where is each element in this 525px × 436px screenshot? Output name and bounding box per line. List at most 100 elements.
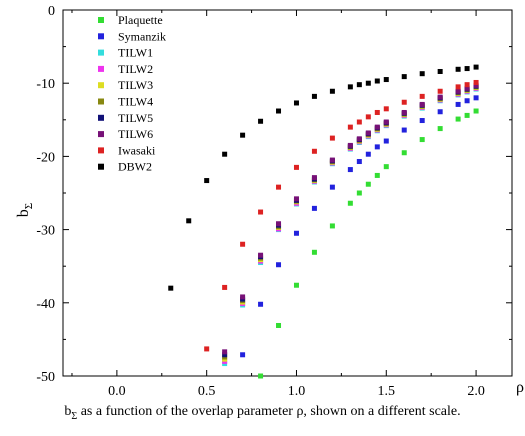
legend-label: Symanzik: [118, 29, 166, 43]
data-point: [311, 93, 317, 99]
data-point: [383, 164, 389, 170]
data-point: [240, 294, 246, 300]
data-point: [365, 151, 371, 157]
data-point: [240, 132, 246, 138]
data-point: [311, 205, 317, 211]
legend-label: TILW6: [118, 127, 153, 141]
data-point: [365, 80, 371, 86]
legend-label: TILW1: [118, 46, 153, 60]
data-point: [383, 106, 389, 112]
data-point: [383, 119, 389, 125]
legend-marker: [98, 82, 104, 89]
legend: Plaquette Symanzik TILW1 TILW2 TILW3 TILW4 TIL…: [98, 13, 166, 174]
x-tick-label: 2.0: [467, 384, 485, 399]
data-point: [204, 346, 210, 352]
y-axis-title-main: b: [15, 209, 32, 217]
figure-caption: bΣ as a function of the overlap paramete…: [0, 404, 525, 422]
data-point: [464, 112, 470, 118]
data-point: [329, 157, 335, 163]
legend-marker: [98, 33, 104, 40]
data-point: [168, 285, 174, 291]
data-point: [437, 68, 443, 74]
data-point: [293, 230, 299, 236]
data-point: [258, 373, 264, 379]
legend-label: TILW3: [118, 78, 153, 92]
data-point: [455, 116, 461, 122]
x-tick-label: 0.5: [198, 384, 216, 399]
tick-labels: 0.0 0.5 1.0 1.5 2.0 0 -10 -20 -30 -40 -50: [36, 4, 485, 399]
data-point: [473, 64, 479, 70]
data-point: [401, 150, 407, 156]
legend-marker: [98, 131, 104, 138]
data-point: [419, 118, 425, 124]
data-point: [455, 66, 461, 72]
data-point: [311, 148, 317, 154]
data-point: [347, 124, 353, 130]
legend-marker: [98, 163, 104, 170]
data-point: [329, 184, 335, 190]
legend-label: TILW5: [118, 111, 153, 125]
data-point: [473, 95, 479, 101]
data-point: [222, 352, 228, 358]
series-iwasaki: [204, 79, 479, 352]
data-point: [258, 118, 264, 124]
data-point: [293, 282, 299, 288]
series-dbw2: [168, 64, 479, 291]
data-point: [356, 136, 362, 142]
legend-label: Plaquette: [118, 13, 163, 27]
data-point: [374, 78, 380, 84]
data-point: [276, 221, 282, 227]
data-point: [240, 241, 246, 247]
data-point: [222, 284, 228, 290]
data-point: [258, 209, 264, 215]
caption-symbol-sub: Σ: [71, 410, 78, 422]
data-point: [401, 127, 407, 133]
legend-marker: [98, 17, 104, 23]
data-point: [329, 223, 335, 229]
data-point: [401, 109, 407, 115]
data-point: [437, 109, 443, 115]
legend-label: Iwasaki: [118, 143, 156, 157]
data-point: [347, 142, 353, 148]
legend-label: TILW4: [118, 95, 153, 109]
x-tick-label: 1.0: [288, 384, 306, 399]
data-point: [383, 77, 389, 83]
data-point: [419, 137, 425, 143]
y-tick-label: -20: [36, 150, 55, 165]
caption-symbol: b: [64, 404, 72, 419]
data-point: [347, 167, 353, 173]
data-point: [356, 190, 362, 196]
data-point: [437, 94, 443, 100]
data-point: [293, 196, 299, 202]
data-point: [419, 93, 425, 99]
data-point: [473, 79, 479, 85]
data-point: [204, 178, 210, 184]
data-point: [455, 84, 461, 90]
data-point: [276, 184, 282, 190]
data-point: [356, 159, 362, 165]
data-point: [311, 175, 317, 181]
legend-marker: [98, 49, 104, 56]
data-point: [437, 126, 443, 132]
data-point: [293, 100, 299, 106]
data-point: [464, 85, 470, 91]
data-point: [293, 164, 299, 170]
data-point: [374, 144, 380, 150]
data-point: [419, 71, 425, 77]
data-point: [365, 114, 371, 120]
data-point: [437, 88, 443, 94]
data-point: [258, 301, 264, 307]
y-axis-title: bΣ: [15, 203, 35, 217]
legend-marker: [98, 98, 104, 105]
data-point: [473, 82, 479, 88]
data-point: [258, 252, 264, 258]
data-point: [329, 88, 335, 94]
data-point: [356, 119, 362, 125]
data-point: [186, 218, 192, 224]
data-point: [276, 262, 282, 268]
data-point: [365, 130, 371, 136]
x-tick-label: 0.0: [108, 384, 126, 399]
data-point: [356, 82, 362, 88]
y-tick-label: 0: [48, 4, 55, 19]
legend-label: DBW2: [118, 160, 152, 174]
